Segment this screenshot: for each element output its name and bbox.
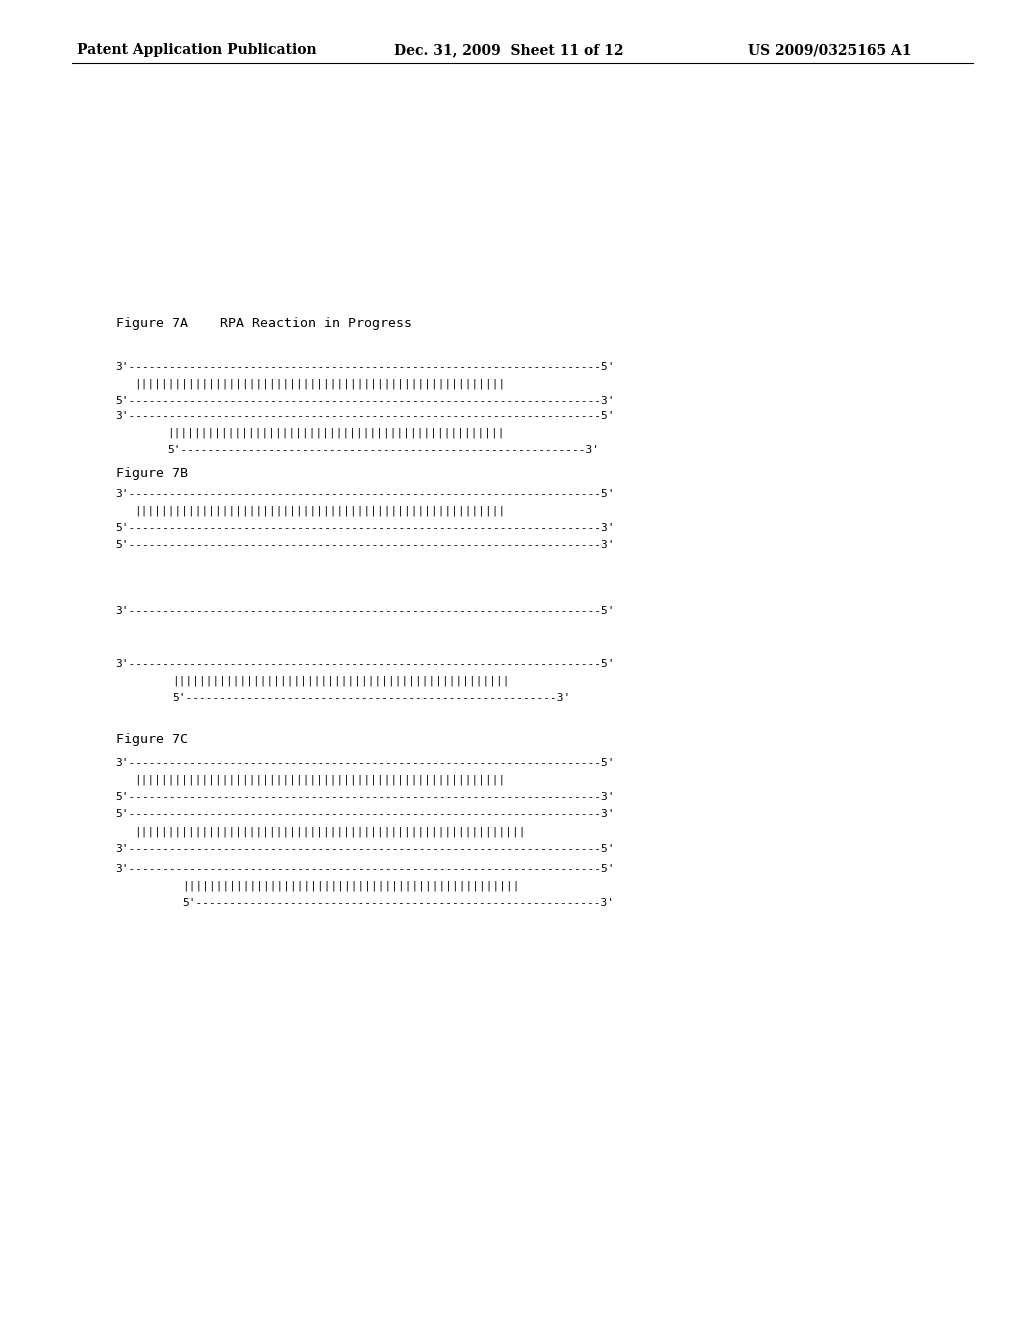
Text: Figure 7A    RPA Reaction in Progress: Figure 7A RPA Reaction in Progress	[116, 317, 412, 330]
Text: 3'----------------------------------------------------------------------5': 3'--------------------------------------…	[116, 659, 615, 669]
Text: 5'------------------------------------------------------------3': 5'--------------------------------------…	[167, 445, 599, 455]
Text: |||||||||||||||||||||||||||||||||||||||||||||||||||||||: ||||||||||||||||||||||||||||||||||||||||…	[134, 506, 506, 516]
Text: US 2009/0325165 A1: US 2009/0325165 A1	[748, 44, 911, 57]
Text: Figure 7B: Figure 7B	[116, 467, 187, 480]
Text: ||||||||||||||||||||||||||||||||||||||||||||||||||: ||||||||||||||||||||||||||||||||||||||||…	[172, 676, 510, 686]
Text: ||||||||||||||||||||||||||||||||||||||||||||||||||: ||||||||||||||||||||||||||||||||||||||||…	[167, 428, 505, 438]
Text: 3'----------------------------------------------------------------------5': 3'--------------------------------------…	[116, 488, 615, 499]
Text: 5'------------------------------------------------------------3': 5'--------------------------------------…	[182, 898, 614, 908]
Text: 5'-------------------------------------------------------3': 5'--------------------------------------…	[172, 693, 570, 704]
Text: 3'----------------------------------------------------------------------5': 3'--------------------------------------…	[116, 606, 615, 616]
Text: 3'----------------------------------------------------------------------5': 3'--------------------------------------…	[116, 362, 615, 372]
Text: Dec. 31, 2009  Sheet 11 of 12: Dec. 31, 2009 Sheet 11 of 12	[394, 44, 624, 57]
Text: |||||||||||||||||||||||||||||||||||||||||||||||||||||||: ||||||||||||||||||||||||||||||||||||||||…	[134, 775, 506, 785]
Text: 3'----------------------------------------------------------------------5': 3'--------------------------------------…	[116, 863, 615, 874]
Text: ||||||||||||||||||||||||||||||||||||||||||||||||||: ||||||||||||||||||||||||||||||||||||||||…	[182, 880, 520, 891]
Text: Patent Application Publication: Patent Application Publication	[77, 44, 316, 57]
Text: 5'----------------------------------------------------------------------3': 5'--------------------------------------…	[116, 792, 615, 803]
Text: 5'----------------------------------------------------------------------3': 5'--------------------------------------…	[116, 396, 615, 407]
Text: 5'----------------------------------------------------------------------3': 5'--------------------------------------…	[116, 523, 615, 533]
Text: 5'----------------------------------------------------------------------3': 5'--------------------------------------…	[116, 809, 615, 820]
Text: |||||||||||||||||||||||||||||||||||||||||||||||||||||||: ||||||||||||||||||||||||||||||||||||||||…	[134, 379, 506, 389]
Text: 3'----------------------------------------------------------------------5': 3'--------------------------------------…	[116, 411, 615, 421]
Text: ||||||||||||||||||||||||||||||||||||||||||||||||||||||||||: ||||||||||||||||||||||||||||||||||||||||…	[134, 826, 525, 837]
Text: 3'----------------------------------------------------------------------5': 3'--------------------------------------…	[116, 758, 615, 768]
Text: 5'----------------------------------------------------------------------3': 5'--------------------------------------…	[116, 540, 615, 550]
Text: Figure 7C: Figure 7C	[116, 733, 187, 746]
Text: 3'----------------------------------------------------------------------5': 3'--------------------------------------…	[116, 843, 615, 854]
